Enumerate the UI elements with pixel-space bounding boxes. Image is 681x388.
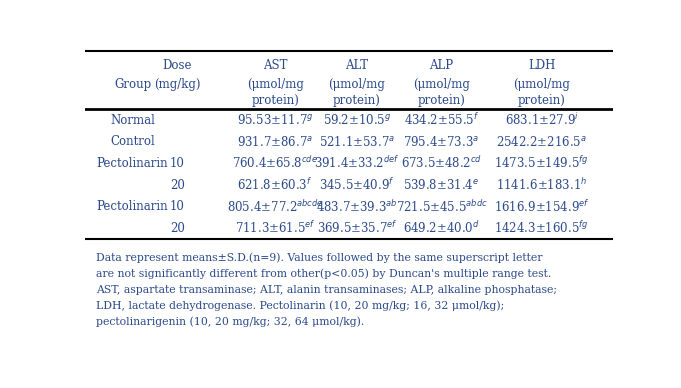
Text: 931.7±86.7$^{a}$: 931.7±86.7$^{a}$ xyxy=(237,135,313,149)
Text: 59.2±10.5$^{g}$: 59.2±10.5$^{g}$ xyxy=(323,113,391,127)
Text: 683.1±27.9$^{i}$: 683.1±27.9$^{i}$ xyxy=(505,112,579,128)
Text: 711.3±61.5$^{ef}$: 711.3±61.5$^{ef}$ xyxy=(235,220,315,236)
Text: ALP: ALP xyxy=(429,59,454,73)
Text: Data represent means±S.D.(n=9). Values followed by the same superscript letter
a: Data represent means±S.D.(n=9). Values f… xyxy=(95,253,556,327)
Text: 805.4±77.2$^{abcde}$: 805.4±77.2$^{abcde}$ xyxy=(227,199,323,215)
Text: Pectolinarin: Pectolinarin xyxy=(97,157,168,170)
Text: 434.2±55.5$^{f}$: 434.2±55.5$^{f}$ xyxy=(404,112,479,128)
Text: 345.5±40.9$^{f}$: 345.5±40.9$^{f}$ xyxy=(319,177,395,193)
Text: 1616.9±154.9$^{ef}$: 1616.9±154.9$^{ef}$ xyxy=(494,199,590,215)
Text: (μmol/mg: (μmol/mg xyxy=(513,78,570,91)
Text: Control: Control xyxy=(110,135,155,148)
Text: 649.2±40.0$^{d}$: 649.2±40.0$^{d}$ xyxy=(403,220,479,236)
Text: 10: 10 xyxy=(170,157,185,170)
Text: LDH: LDH xyxy=(528,59,555,73)
Text: 369.5±35.7$^{ef}$: 369.5±35.7$^{ef}$ xyxy=(317,220,397,236)
Text: (μmol/mg: (μmol/mg xyxy=(328,78,385,91)
Text: 760.4±65.8$^{cde}$: 760.4±65.8$^{cde}$ xyxy=(232,156,318,171)
Text: 1424.3±160.5$^{fg}$: 1424.3±160.5$^{fg}$ xyxy=(494,220,589,236)
Text: Normal: Normal xyxy=(110,114,155,126)
Text: protein): protein) xyxy=(518,94,566,107)
Text: AST: AST xyxy=(263,59,287,73)
Text: 721.5±45.5$^{abdc}$: 721.5±45.5$^{abdc}$ xyxy=(396,199,487,215)
Text: 521.1±53.7$^{a}$: 521.1±53.7$^{a}$ xyxy=(319,135,395,149)
Text: (mg/kg): (mg/kg) xyxy=(154,78,201,91)
Text: (μmol/mg: (μmol/mg xyxy=(413,78,470,91)
Text: Pectolinarin: Pectolinarin xyxy=(97,200,168,213)
Text: protein): protein) xyxy=(251,94,299,107)
Text: 20: 20 xyxy=(170,178,185,192)
Text: ALT: ALT xyxy=(345,59,368,73)
Text: protein): protein) xyxy=(417,94,465,107)
Text: 1141.6±183.1$^{h}$: 1141.6±183.1$^{h}$ xyxy=(496,177,587,193)
Text: 10: 10 xyxy=(170,200,185,213)
Text: Dose: Dose xyxy=(163,59,192,73)
Text: 539.8±31.4$^{e}$: 539.8±31.4$^{e}$ xyxy=(403,178,479,192)
Text: 483.7±39.3$^{ab}$: 483.7±39.3$^{ab}$ xyxy=(316,199,398,215)
Text: 621.8±60.3$^{f}$: 621.8±60.3$^{f}$ xyxy=(238,177,313,193)
Text: 795.4±73.3$^{a}$: 795.4±73.3$^{a}$ xyxy=(403,135,479,149)
Text: 20: 20 xyxy=(170,222,185,235)
Text: Group: Group xyxy=(114,78,151,91)
Text: 95.53±11.7$^{g}$: 95.53±11.7$^{g}$ xyxy=(237,113,313,127)
Text: protein): protein) xyxy=(333,94,381,107)
Text: 673.5±48.2$^{cd}$: 673.5±48.2$^{cd}$ xyxy=(401,156,482,171)
Text: 391.4±33.2$^{def}$: 391.4±33.2$^{def}$ xyxy=(314,156,400,171)
Text: (μmol/mg: (μmol/mg xyxy=(247,78,304,91)
Text: 2542.2±216.5$^{a}$: 2542.2±216.5$^{a}$ xyxy=(496,135,587,149)
Text: 1473.5±149.5$^{fg}$: 1473.5±149.5$^{fg}$ xyxy=(494,156,589,171)
